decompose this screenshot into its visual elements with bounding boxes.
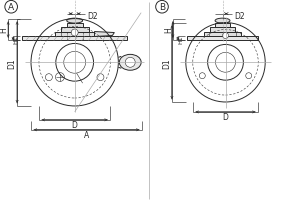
Text: D1: D1 — [8, 58, 17, 68]
Text: D2: D2 — [87, 12, 98, 21]
Text: D1: D1 — [162, 58, 171, 68]
Circle shape — [97, 74, 104, 81]
Circle shape — [71, 30, 78, 37]
Text: H1: H1 — [14, 35, 19, 44]
Bar — [22, 37, 127, 41]
Text: A: A — [84, 130, 89, 140]
Bar — [204, 32, 241, 37]
Bar — [210, 27, 235, 32]
Text: D2: D2 — [235, 12, 245, 21]
Text: H1: H1 — [178, 35, 183, 44]
Text: H: H — [0, 27, 9, 33]
Bar — [55, 32, 95, 37]
Bar — [215, 23, 230, 27]
Text: H: H — [164, 27, 173, 33]
Bar — [67, 23, 83, 27]
Bar — [187, 37, 258, 41]
Polygon shape — [95, 32, 114, 37]
Ellipse shape — [215, 19, 230, 24]
Circle shape — [223, 33, 228, 39]
Text: D: D — [223, 113, 228, 122]
Text: A: A — [8, 3, 14, 12]
Circle shape — [246, 73, 252, 79]
Text: D: D — [72, 121, 78, 130]
Circle shape — [199, 73, 205, 79]
Circle shape — [45, 74, 52, 81]
Circle shape — [125, 58, 135, 68]
Ellipse shape — [119, 55, 141, 71]
Ellipse shape — [67, 19, 83, 24]
Text: B: B — [159, 3, 165, 12]
Bar — [61, 27, 88, 32]
